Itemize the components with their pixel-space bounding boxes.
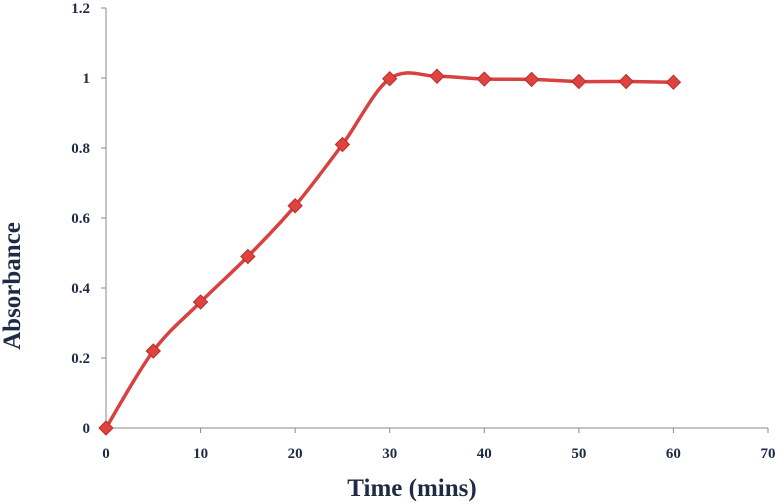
data-point-marker bbox=[618, 73, 634, 90]
data-point-marker bbox=[192, 294, 209, 310]
data-point-marker bbox=[523, 71, 540, 88]
x-tick-label: 50 bbox=[571, 446, 586, 462]
x-tick-label: 60 bbox=[666, 446, 681, 462]
data-point-marker bbox=[287, 198, 303, 214]
y-axis-ticks: 0 0.2 0.4 0.6 0.8 1 1.2 bbox=[71, 1, 106, 437]
y-tick-label: 0.4 bbox=[71, 281, 90, 297]
data-point-marker bbox=[571, 73, 587, 90]
x-tick-label: 10 bbox=[193, 446, 208, 462]
x-tick-label: 40 bbox=[477, 446, 492, 462]
y-tick-label: 0.2 bbox=[71, 351, 90, 367]
data-point-marker bbox=[98, 420, 114, 436]
x-tick-label: 70 bbox=[761, 446, 776, 462]
y-tick-label: 0 bbox=[83, 421, 91, 437]
data-point-marker bbox=[665, 74, 682, 90]
data-point-marker bbox=[145, 343, 161, 359]
data-markers bbox=[98, 68, 682, 436]
data-point-marker bbox=[334, 136, 351, 153]
y-tick-label: 0.8 bbox=[71, 141, 90, 157]
x-tick-label: 0 bbox=[102, 446, 110, 462]
y-axis-title: Absorbance bbox=[0, 222, 26, 350]
x-axis-ticks: 0 10 20 30 40 50 60 70 bbox=[102, 428, 776, 462]
data-point-marker bbox=[476, 71, 492, 87]
y-tick-label: 0.6 bbox=[71, 211, 90, 227]
x-tick-label: 30 bbox=[382, 446, 397, 462]
x-axis-title: Time (mins) bbox=[347, 475, 476, 502]
data-point-marker bbox=[429, 68, 445, 84]
x-tick-label: 20 bbox=[288, 446, 303, 462]
y-tick-label: 1 bbox=[83, 71, 91, 87]
y-tick-label: 1.2 bbox=[71, 1, 90, 17]
data-point-marker bbox=[240, 248, 256, 265]
series-line bbox=[104, 71, 676, 430]
data-point-marker bbox=[382, 70, 398, 87]
